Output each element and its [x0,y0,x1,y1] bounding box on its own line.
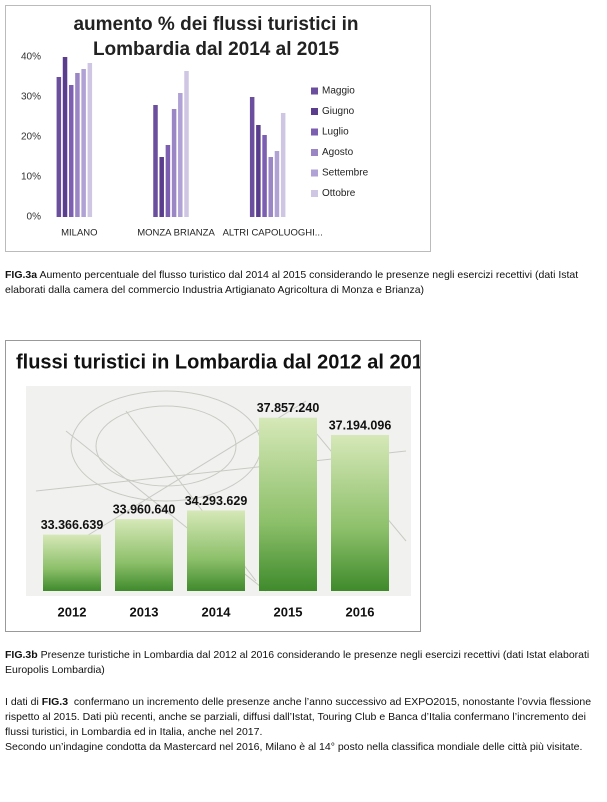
legend-swatch [311,87,318,95]
caption-label: FIG.3a [5,269,38,281]
text: confermano un incremento delle presenze … [5,696,592,738]
caption-text: Presenze turistiche in Lombardia dal 201… [5,649,590,676]
paragraph: I dati di FIG.3 confermano un incremento… [5,695,603,755]
chart: flussi turistici in Lombardia dal 2012 a… [16,351,420,619]
legend-swatch [311,108,318,115]
bar [56,77,62,217]
bar [115,519,173,591]
y-tick-label: 10% [21,172,41,183]
bar [268,157,274,217]
chart: 0% 10% 20% 30% 40% MILANO MONZA BRIANZA ALTRI C… [21,52,369,239]
legend-label: Maggio [322,86,355,97]
x-tick-label: MONZA BRIANZA [137,228,215,239]
bar [184,71,189,217]
bar [75,73,80,217]
legend-swatch [311,190,318,197]
chart-frame: 0% 10% 20% 30% 40% MILANO MONZA BRIANZA ALTRI C… [5,5,431,252]
caption: FIG.3a Aumento percentuale del flusso tu… [5,268,603,298]
legend-label: Giugno [322,106,355,117]
x-tick-label: ALTRI CAPOLUOGHI... [223,228,323,239]
y-tick-label: 20% [21,132,41,143]
y-tick-label: 40% [21,52,41,63]
bar [171,109,177,217]
bar [159,157,164,217]
y-tick-label: 30% [21,92,41,103]
text: Secondo un’indagine condotta da Masterca… [5,741,583,753]
bar [256,125,261,217]
bar [249,97,255,217]
bar [165,145,171,217]
value-label: 34.293.629 [185,494,248,508]
bar [274,151,280,217]
x-tick-label: 2016 [346,604,375,619]
bar [331,434,389,591]
bar [178,93,183,217]
legend-swatch [311,169,318,177]
bar [280,113,286,217]
bar [259,417,317,591]
bar [43,534,101,591]
legend-label: Luglio [322,127,349,138]
value-label: 33.366.639 [41,518,104,532]
bar [62,57,68,217]
caption: FIG.3b Presenze turistiche in Lombardia … [5,648,603,678]
legend-label: Settembre [322,168,369,179]
chart-title: flussi turistici in Lombardia dal 2012 a… [16,351,420,373]
caption-label: FIG.3b [5,649,38,661]
x-tick-label: 2013 [130,604,159,619]
caption-text: Aumento percentuale del flusso turistico… [5,269,579,296]
y-tick-label: 0% [27,212,42,223]
value-label: 37.194.096 [329,418,392,432]
x-tick-label: MILANO [61,228,97,239]
value-label: 37.857.240 [257,401,320,415]
fig-ref: FIG.3 [41,696,69,708]
bar [153,105,158,217]
x-tick-label: 2014 [202,604,232,619]
bar [87,63,93,217]
value-label: 33.960.640 [113,502,176,516]
bar [81,69,86,217]
legend-swatch [311,128,318,136]
legend-label: Ottobre [322,188,356,199]
x-tick-label: 2015 [274,604,303,619]
text: I dati di [5,696,39,708]
chart-frame: flussi turistici in Lombardia dal 2012 a… [5,340,421,632]
bar [68,85,74,217]
legend-swatch [311,149,318,156]
bar [262,135,267,217]
bar [187,510,245,591]
chart-title: aumento % dei flussi turistici in Lombar… [73,14,359,60]
legend-label: Agosto [322,147,354,158]
x-tick-label: 2012 [58,604,87,619]
